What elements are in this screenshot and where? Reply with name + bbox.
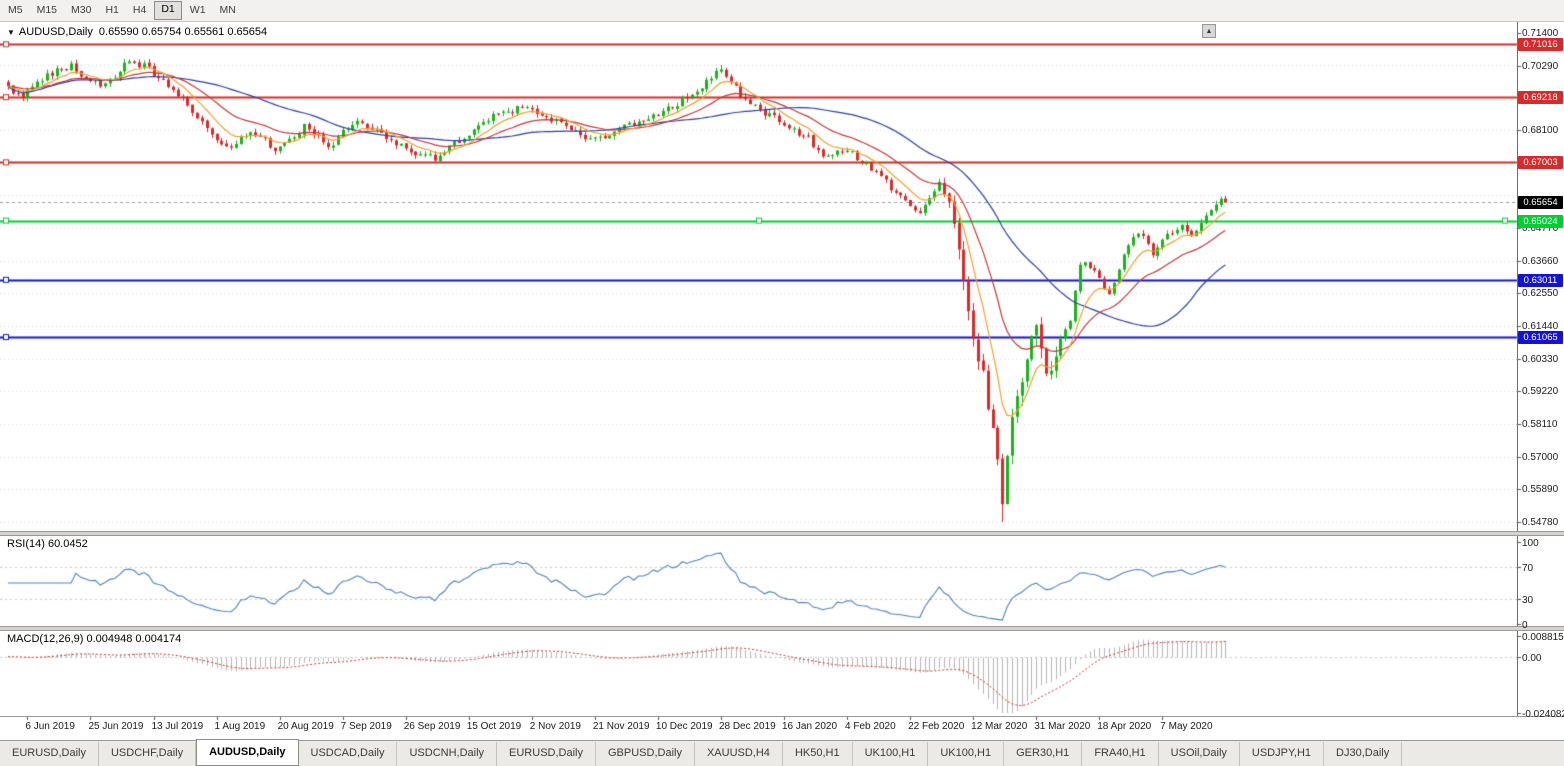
macd-panel-divider[interactable] [0,626,1564,631]
chart-tab-ger30-h1[interactable]: GER30,H1 [1004,742,1083,766]
chart-tab-usdjpy-h1[interactable]: USDJPY,H1 [1240,742,1325,766]
timeframe-button-m15[interactable]: M15 [36,4,58,16]
timeframe-button-mn[interactable]: MN [219,4,236,16]
chart-tab-eurusd-daily[interactable]: EURUSD,Daily [497,742,596,766]
chart-tab-xauusd-h4[interactable]: XAUUSD,H4 [695,742,783,766]
chart-tab-hk50-h1[interactable]: HK50,H1 [783,742,853,766]
chart-dropdown-icon[interactable]: ▼ [7,28,15,37]
rsi-indicator-title: RSI(14) 60.0452 [7,538,88,550]
timeframe-button-w1[interactable]: W1 [189,4,206,16]
chart-tab-usdchf-daily[interactable]: USDCHF,Daily [99,742,197,766]
chart-scroll-button[interactable]: ▲ [1202,24,1216,38]
chart-tab-fra40-h1[interactable]: FRA40,H1 [1082,742,1159,766]
chart-tab-usoil-daily[interactable]: USOil,Daily [1159,742,1240,766]
chart-tab-usdcnh-daily[interactable]: USDCNH,Daily [397,742,498,766]
chart-symbol-label: AUDUSD,Daily [18,26,93,38]
chart-ohlc-values: 0.65590 0.65754 0.65561 0.65654 [98,26,268,38]
chart-tab-dj30-daily[interactable]: DJ30,Daily [1324,742,1403,766]
chart-tab-uk100-h1[interactable]: UK100,H1 [853,742,929,766]
chart-tab-gbpusd-daily[interactable]: GBPUSD,Daily [596,742,695,766]
chart-tab-usdcad-daily[interactable]: USDCAD,Daily [299,742,398,766]
macd-indicator-title: MACD(12,26,9) 0.004948 0.004174 [7,633,182,645]
chart-tab-audusd-daily[interactable]: AUDUSD,Daily [196,739,299,766]
chart-title: ▼ AUDUSD,Daily 0.65590 0.65754 0.65561 0.6… [7,26,267,38]
timeframe-button-d1[interactable]: D1 [154,1,182,20]
chart-bottom-frame [0,716,1564,717]
timeframe-button-m5[interactable]: M5 [8,4,23,16]
chart-tab-bar: EURUSD,Daily USDCHF,Daily AUDUSD,Daily USDC… [0,739,1564,766]
price-axis-separator [1517,22,1518,716]
timeframe-toolbar: M5 M15 M30 H1 H4 D1 W1 MN [0,0,1564,22]
timeframe-button-h4[interactable]: H4 [132,4,147,16]
chart-tab-eurusd-daily[interactable]: EURUSD,Daily [0,742,99,766]
timeframe-button-m30[interactable]: M30 [71,4,92,16]
rsi-panel-divider[interactable] [0,531,1564,536]
chart-tab-uk100-h1[interactable]: UK100,H1 [928,742,1005,766]
timeframe-button-h1[interactable]: H1 [105,4,119,16]
